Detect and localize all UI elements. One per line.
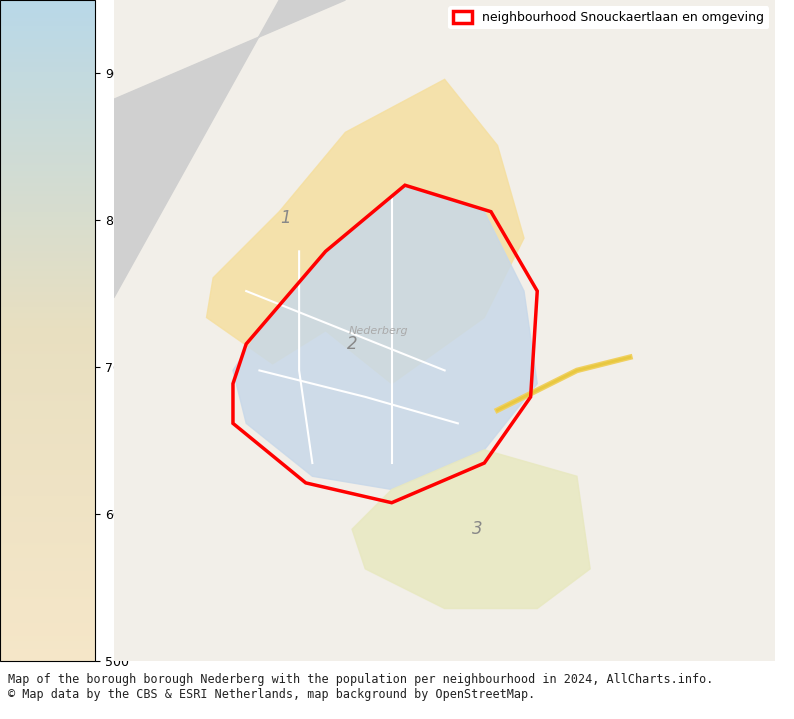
Text: 1: 1 bbox=[280, 209, 291, 227]
Text: Map of the borough borough Nederberg with the population per neighbourhood in 20: Map of the borough borough Nederberg wit… bbox=[8, 673, 713, 701]
Text: 2: 2 bbox=[347, 335, 357, 353]
Legend: neighbourhood Snouckaertlaan en omgeving: neighbourhood Snouckaertlaan en omgeving bbox=[449, 6, 769, 29]
Text: Nederberg: Nederberg bbox=[349, 326, 408, 336]
Polygon shape bbox=[352, 450, 590, 608]
Polygon shape bbox=[233, 186, 538, 490]
Polygon shape bbox=[206, 79, 524, 384]
Polygon shape bbox=[114, 0, 345, 298]
Text: 3: 3 bbox=[472, 520, 483, 539]
